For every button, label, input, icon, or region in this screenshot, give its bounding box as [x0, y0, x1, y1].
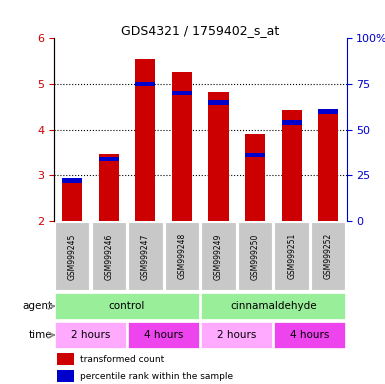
Bar	[128, 222, 162, 290]
Bar	[318, 113, 338, 221]
Bar	[55, 293, 199, 319]
Text: 2 hours: 2 hours	[71, 330, 110, 340]
Bar	[55, 222, 89, 290]
Bar	[135, 59, 156, 221]
Text: 4 hours: 4 hours	[290, 330, 330, 340]
Bar	[57, 353, 74, 365]
Bar	[172, 91, 192, 95]
Bar	[55, 322, 126, 348]
Bar	[208, 100, 229, 104]
Text: GSM999248: GSM999248	[177, 233, 186, 280]
Bar	[201, 322, 272, 348]
Text: 2 hours: 2 hours	[217, 330, 256, 340]
Text: GSM999247: GSM999247	[141, 233, 150, 280]
Text: cinnamaldehyde: cinnamaldehyde	[230, 301, 316, 311]
Bar	[275, 322, 345, 348]
Bar	[165, 222, 199, 290]
Bar	[201, 293, 345, 319]
Text: agent: agent	[22, 301, 52, 311]
Bar	[201, 222, 236, 290]
Bar	[281, 110, 302, 221]
Bar	[275, 222, 309, 290]
Text: GSM999250: GSM999250	[251, 233, 259, 280]
Bar	[311, 222, 345, 290]
Text: GSM999251: GSM999251	[287, 233, 296, 280]
Text: GSM999246: GSM999246	[104, 233, 113, 280]
Bar	[128, 322, 199, 348]
Bar	[245, 134, 265, 221]
Text: transformed count: transformed count	[80, 354, 164, 364]
Bar	[62, 182, 82, 221]
Text: GSM999252: GSM999252	[324, 233, 333, 280]
Text: control: control	[109, 301, 145, 311]
Bar	[208, 92, 229, 221]
Bar	[62, 179, 82, 183]
Text: GSM999245: GSM999245	[68, 233, 77, 280]
Bar	[135, 82, 156, 86]
Bar	[281, 120, 302, 124]
Bar	[57, 370, 74, 382]
Bar	[92, 222, 126, 290]
Bar	[99, 157, 119, 161]
Text: time: time	[28, 330, 52, 340]
Text: GSM999249: GSM999249	[214, 233, 223, 280]
Title: GDS4321 / 1759402_s_at: GDS4321 / 1759402_s_at	[121, 24, 280, 37]
Bar	[99, 154, 119, 221]
Text: percentile rank within the sample: percentile rank within the sample	[80, 372, 233, 381]
Bar	[172, 72, 192, 221]
Bar	[238, 222, 272, 290]
Text: 4 hours: 4 hours	[144, 330, 183, 340]
Bar	[318, 109, 338, 114]
Bar	[245, 153, 265, 157]
